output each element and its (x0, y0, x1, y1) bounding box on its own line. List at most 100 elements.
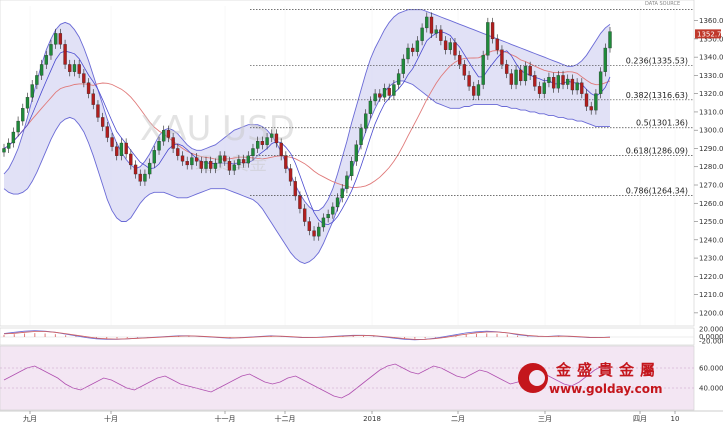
candle-body (340, 188, 344, 198)
candle-body (204, 161, 208, 169)
fib-level-label: 0.786(1264.34) (626, 186, 688, 195)
candle-body (152, 150, 156, 164)
candle-body (11, 131, 16, 144)
candle-body (232, 164, 236, 171)
candle-body (378, 93, 382, 98)
candle-body (345, 175, 349, 189)
fib-level-label: 0.382(1316.63) (626, 91, 688, 100)
candle-body (561, 75, 565, 85)
candle-body (2, 148, 6, 153)
candle-body (462, 64, 467, 76)
candle-body (411, 47, 415, 52)
candle-body (279, 142, 283, 156)
candle-body (25, 97, 30, 109)
candle-body (514, 69, 518, 85)
moving-average-short-line (3, 31, 611, 226)
candle-body (307, 221, 312, 231)
candle-body (82, 73, 86, 83)
candle-body (335, 197, 340, 208)
candle-body (575, 82, 579, 91)
candle-body (396, 73, 401, 85)
candle-body (110, 137, 114, 147)
y-tick-label: 1330.00 (699, 72, 723, 80)
candle-body (556, 75, 560, 89)
y-tick-label: 1360.00 (699, 17, 723, 25)
candle-body (321, 217, 326, 228)
candle-body (608, 31, 612, 49)
rsi-panel (0, 345, 695, 411)
candle-body (274, 133, 279, 144)
candle-body (223, 155, 227, 162)
candle-body (566, 78, 570, 85)
candle-body (256, 141, 260, 149)
candle-body (551, 77, 556, 89)
candle-body (373, 93, 377, 102)
x-tick-label: 九月 (23, 414, 37, 423)
logo-cn: 金盛貴金屬 (555, 361, 661, 379)
fib-level-label: 0.236(1335.53) (626, 56, 688, 65)
candle-body (199, 161, 203, 169)
oscillator-axis-label: 20.0000 (699, 326, 723, 334)
candle-body (138, 173, 142, 182)
x-tick-label: 十二月 (275, 414, 296, 423)
candle-body (401, 58, 405, 74)
logo-url: www.golday.com (549, 382, 662, 396)
candle-body (443, 40, 448, 50)
candle-body (54, 33, 58, 45)
candle-body (542, 82, 546, 94)
candle-body (91, 93, 95, 105)
candle-body (218, 155, 222, 164)
bollinger-upper-line (3, 9, 611, 212)
y-tick-label: 1200.00 (699, 309, 723, 317)
y-tick-label: 1300.00 (699, 127, 723, 135)
candle-body (162, 130, 166, 142)
candle-body (30, 84, 34, 98)
candle-body (143, 173, 147, 182)
y-tick-label: 1220.00 (699, 273, 723, 281)
logo-inner-icon (529, 370, 545, 386)
candle-body (298, 195, 302, 209)
x-tick-label: 三月 (538, 415, 552, 423)
candle-body (270, 133, 274, 138)
candle-body (481, 55, 485, 85)
candle-body (467, 75, 471, 87)
bollinger-lower-line (3, 80, 610, 264)
candle-body (415, 40, 420, 52)
candle-body (124, 142, 128, 155)
y-tick-label: 1270.00 (699, 182, 723, 190)
candle-body (241, 159, 246, 164)
candle-body (194, 157, 199, 162)
candle-body (453, 42, 457, 56)
candle-body (49, 44, 53, 56)
candle-body (364, 113, 368, 129)
bollinger-band-area (4, 9, 610, 264)
oscillator-axis-label: -20.0000 (699, 338, 723, 346)
candle-body (63, 44, 67, 65)
candle-body (547, 77, 551, 83)
data-source-label: DATA SOURCE (645, 1, 680, 7)
candle-body (166, 130, 171, 138)
rsi-axis-label: 40.0000 (699, 385, 723, 393)
candle-body (434, 29, 438, 34)
candle-body (486, 22, 490, 56)
candle-body (312, 230, 316, 237)
candle-body (251, 148, 255, 156)
candle-body (570, 78, 575, 91)
candle-body (382, 88, 387, 98)
candle-body (429, 16, 434, 34)
candle-body (58, 33, 63, 45)
fib-level-label: 0.5(1301.36) (636, 119, 688, 128)
candle-body (317, 226, 321, 237)
candle-body (537, 86, 542, 94)
candle-body (147, 162, 152, 175)
candle-body (96, 104, 100, 118)
rsi-axis-label: 60.0000 (699, 365, 723, 373)
candle-body (495, 38, 499, 50)
candle-body (523, 66, 528, 82)
candle-body (598, 71, 603, 94)
candle-body (190, 157, 194, 166)
candle-body (105, 126, 110, 138)
x-tick-label: 十月 (104, 414, 118, 423)
candle-body (293, 181, 297, 197)
